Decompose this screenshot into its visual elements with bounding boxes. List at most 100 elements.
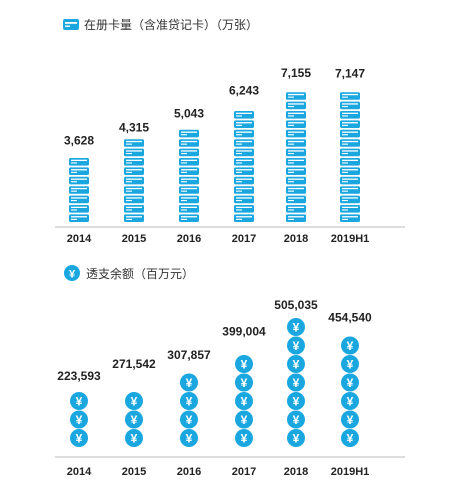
card-icon [286, 92, 306, 100]
card-icon [179, 167, 199, 175]
svg-text:¥: ¥ [131, 432, 138, 446]
card-icon [234, 158, 254, 166]
value-label: 399,004 [222, 325, 266, 339]
card-icon [340, 120, 360, 128]
yuan-coin-icon: ¥ [125, 429, 143, 447]
card-icon [69, 158, 89, 166]
card-icon [234, 120, 254, 128]
card-icon [286, 214, 306, 222]
card-stack-bar-2018 [286, 92, 306, 222]
yuan-coin-icon: ¥ [287, 410, 305, 429]
card-icon [340, 214, 360, 222]
card-icon [340, 111, 360, 119]
coin-stack-bar-2016: ¥ ¥ ¥ ¥ [180, 373, 198, 447]
yuan-coin-icon: ¥ [70, 429, 88, 447]
card-icon [234, 195, 254, 204]
yuan-coin-icon: ¥ [180, 392, 198, 410]
chart1-legend-label: 在册卡量（含准贷记卡）（万张） [84, 17, 258, 32]
yuan-coin-icon: ¥ [341, 336, 359, 355]
card-icon [69, 195, 89, 204]
card-icon [286, 167, 306, 175]
card-icon [286, 186, 306, 194]
value-label: 505,035 [274, 298, 318, 312]
card-icon [234, 205, 254, 213]
svg-text:¥: ¥ [347, 432, 354, 446]
card-icon [234, 148, 254, 157]
yuan-coin-icon: ¥ [235, 392, 253, 410]
svg-text:¥: ¥ [186, 413, 193, 427]
svg-text:¥: ¥ [241, 358, 248, 372]
yuan-coin-icon: ¥ [287, 336, 305, 355]
svg-text:¥: ¥ [186, 376, 193, 390]
card-icon [286, 111, 306, 119]
x-tick-label: 2015 [122, 233, 146, 245]
card-icon [234, 129, 254, 138]
yuan-coin-icon: ¥ [287, 392, 305, 410]
card-icon [340, 205, 360, 213]
yuan-coin-icon: ¥ [180, 429, 198, 447]
card-icon [69, 167, 89, 175]
value-label: 3,628 [64, 134, 94, 148]
svg-text:¥: ¥ [76, 395, 83, 409]
card-icon [179, 205, 199, 213]
card-icon [286, 129, 306, 138]
card-icon [234, 139, 254, 147]
chart1-legend: 在册卡量（含准贷记卡）（万张） [63, 17, 258, 32]
svg-text:¥: ¥ [69, 269, 76, 281]
svg-text:¥: ¥ [347, 413, 354, 427]
card-icon [179, 148, 199, 157]
svg-text:¥: ¥ [347, 358, 354, 372]
yuan-coin-icon: ¥ [287, 318, 305, 336]
card-stack-bar-2019H1 [340, 92, 360, 222]
x-tick-label: 2018 [284, 233, 308, 245]
svg-text:¥: ¥ [293, 376, 300, 390]
card-icon [340, 195, 360, 204]
yuan-coin-icon: ¥ [64, 265, 80, 281]
svg-text:¥: ¥ [241, 395, 248, 409]
yuan-coin-icon: ¥ [180, 373, 198, 392]
value-label: 6,243 [229, 84, 259, 98]
card-icon [286, 139, 306, 147]
card-icon [340, 167, 360, 175]
yuan-coin-icon: ¥ [341, 355, 359, 373]
svg-text:¥: ¥ [293, 432, 300, 446]
yuan-coin-icon: ¥ [180, 410, 198, 429]
card-icon [124, 167, 144, 175]
yuan-coin-icon: ¥ [235, 429, 253, 447]
svg-text:¥: ¥ [241, 413, 248, 427]
yuan-coin-icon: ¥ [70, 410, 88, 429]
card-icon [340, 148, 360, 157]
value-label: 5,043 [174, 107, 204, 121]
value-label: 223,593 [57, 369, 101, 383]
x-tick-label: 2015 [122, 466, 146, 478]
card-icon [234, 111, 254, 119]
value-label: 7,155 [281, 66, 311, 80]
card-icon [179, 176, 199, 185]
card-icon [286, 205, 306, 213]
svg-text:¥: ¥ [347, 339, 354, 353]
card-icon [179, 129, 199, 138]
value-label: 7,147 [335, 66, 365, 80]
x-tick-label: 2016 [177, 233, 201, 245]
x-tick-label: 2019H1 [331, 466, 370, 478]
svg-text:¥: ¥ [241, 376, 248, 390]
card-icon [234, 167, 254, 175]
yuan-coin-icon: ¥ [287, 355, 305, 373]
coin-stack-bar-2019H1: ¥ ¥ ¥ ¥ ¥ ¥ [341, 336, 359, 447]
yuan-coin-icon: ¥ [235, 355, 253, 373]
card-icon [286, 120, 306, 128]
svg-text:¥: ¥ [186, 432, 193, 446]
svg-text:¥: ¥ [347, 376, 354, 390]
value-label: 454,540 [328, 311, 372, 325]
card-icon [340, 186, 360, 194]
x-tick-label: 2017 [232, 466, 256, 478]
card-icon [340, 92, 360, 100]
x-tick-label: 2017 [232, 233, 256, 245]
card-stack-bar-2014 [69, 158, 89, 222]
card-icon [286, 158, 306, 166]
yuan-coin-icon: ¥ [341, 373, 359, 392]
card-icon [179, 186, 199, 194]
card-icon [179, 139, 199, 147]
yuan-coin-icon: ¥ [125, 410, 143, 429]
